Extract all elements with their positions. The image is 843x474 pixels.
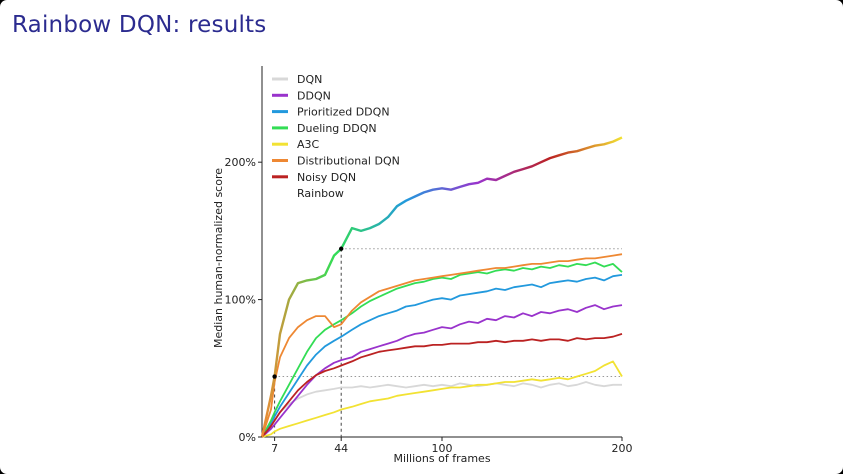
legend-label-dueling-ddqn: Dueling DDQN — [297, 122, 377, 135]
series-line-dueling-ddqn — [261, 261, 623, 438]
legend-label-a3c: A3C — [297, 138, 320, 151]
series-line-noisy-dqn — [261, 333, 623, 438]
y-tick-label: 200% — [225, 156, 256, 169]
x-axis-label: Millions of frames — [393, 452, 490, 465]
slide-title: Rainbow DQN: results — [12, 12, 267, 38]
series-line-prioritized-ddqn — [261, 274, 623, 438]
legend-label-noisy-dqn: Noisy DQN — [297, 171, 356, 184]
x-tick-label: 100 — [432, 442, 453, 455]
series-line-dqn — [261, 381, 622, 438]
x-tick-label: 200 — [612, 442, 633, 455]
series-line-a3c — [261, 360, 623, 438]
x-tick-label: 44 — [334, 442, 348, 455]
legend-label-rainbow: Rainbow — [297, 187, 344, 200]
marker-point — [272, 374, 277, 379]
series-line-rainbow — [260, 136, 623, 438]
marker-point — [339, 246, 344, 251]
legend-label-prioritized-ddqn: Prioritized DDQN — [297, 106, 390, 119]
y-tick-label: 0% — [239, 431, 256, 444]
series-line-distributional-dqn — [261, 253, 623, 438]
legend-label-distributional-dqn: Distributional DQN — [297, 155, 400, 168]
legend-label-dqn: DQN — [297, 73, 322, 86]
y-tick-label: 100% — [225, 294, 256, 307]
y-axis-label: Median human-normalized score — [212, 168, 225, 348]
x-tick-label: 7 — [271, 442, 278, 455]
legend-label-ddqn: DDQN — [297, 89, 331, 102]
